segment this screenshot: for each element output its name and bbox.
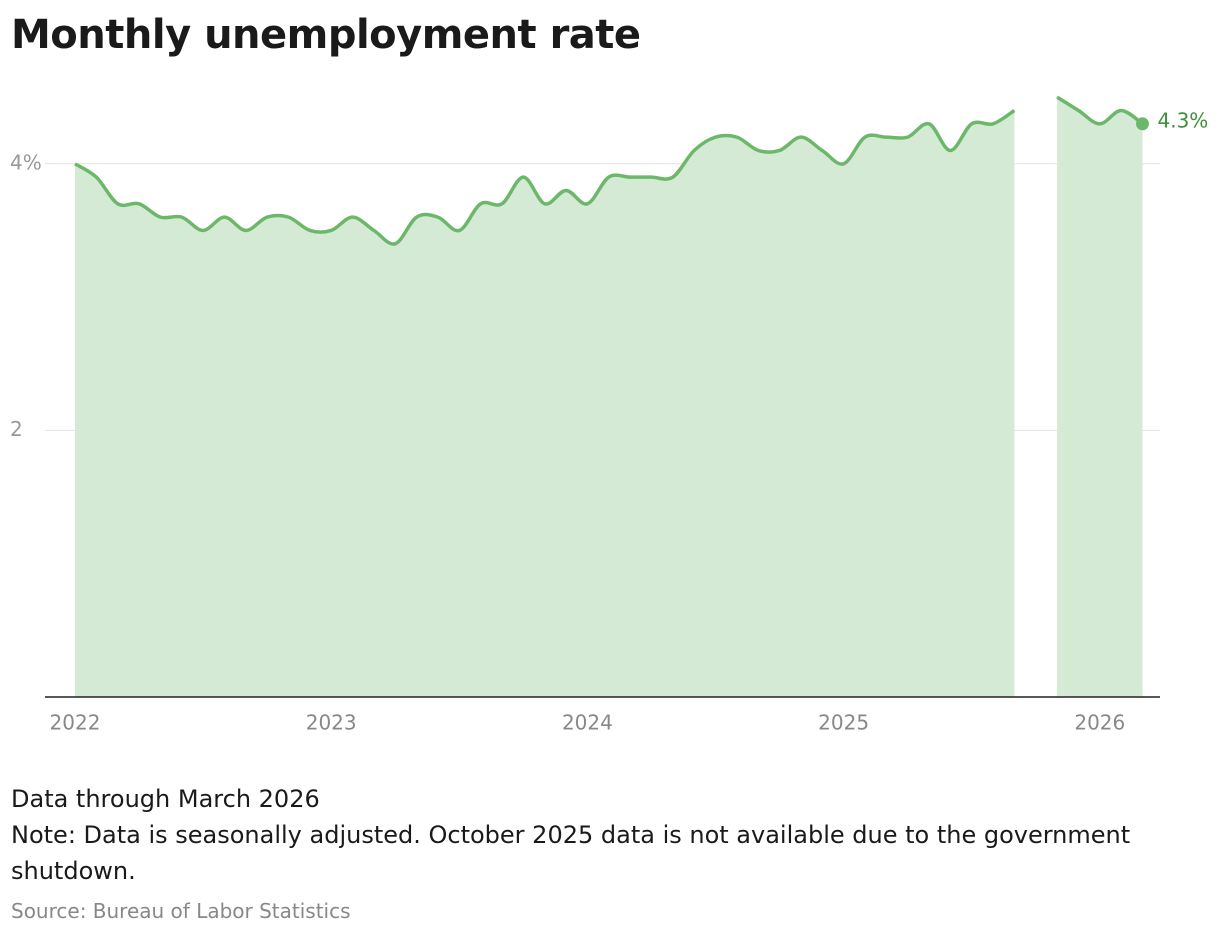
notes: Data through March 2026 Note: Data is se… [11,781,1191,889]
note: Data through March 2026 [11,785,320,813]
x-tick-label: 2025 [818,711,869,735]
x-tick-label: 2023 [306,711,357,735]
chart-title: Monthly unemployment rate [11,12,641,58]
end-point [1136,117,1149,131]
area [75,110,1015,698]
source: Source: Bureau of Labor Statistics [11,899,351,923]
area [1057,97,1143,697]
line [74,108,1016,246]
x-tick-label: 2024 [562,711,613,735]
y-tick-label: 4% [10,150,42,174]
line [1056,95,1144,126]
chart: 4% 2 2022 2023 2024 2025 2026 4.3% [10,95,1209,735]
y-tick-label: 2 [10,417,23,441]
x-tick-label: 2022 [50,711,101,735]
x-tick-label: 2026 [1074,711,1125,735]
value-label: 4.3% [1158,108,1209,132]
note: Note: Data is seasonally adjusted. Octob… [11,821,1131,885]
